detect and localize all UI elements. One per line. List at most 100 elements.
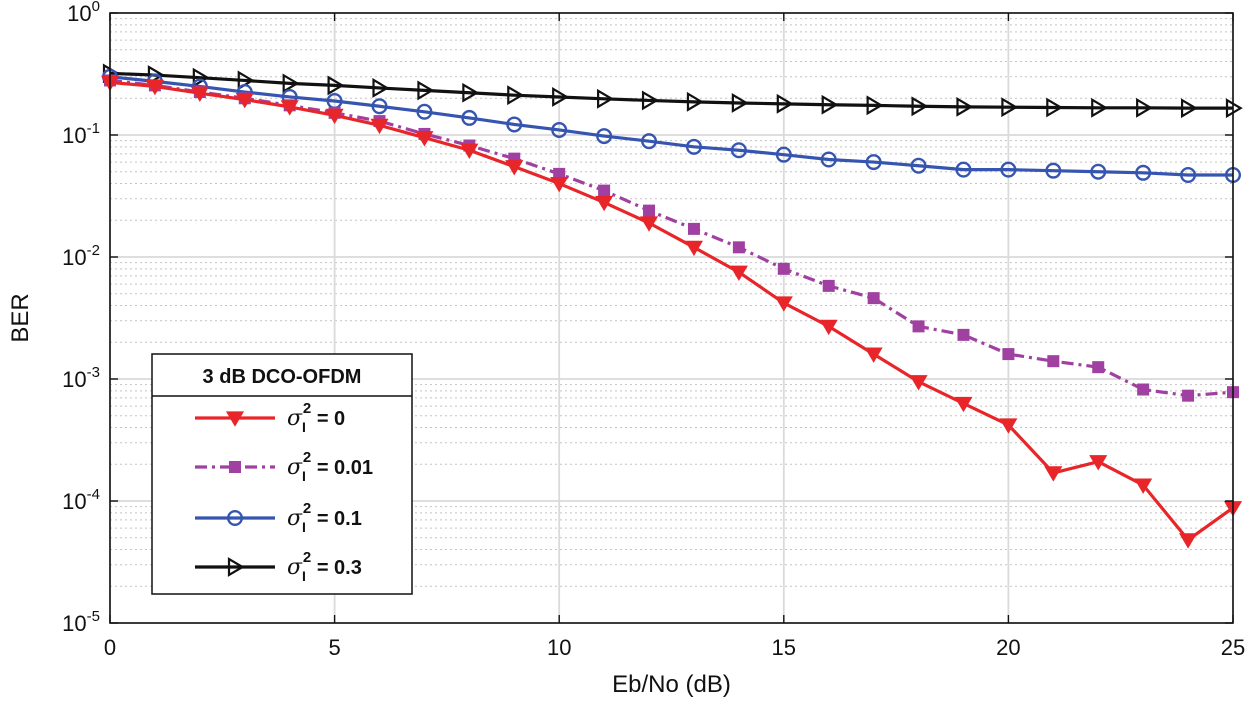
data-point-marker	[775, 146, 792, 163]
legend-label: σI2 = 0.1	[287, 500, 362, 535]
data-point-marker	[641, 90, 659, 111]
data-point-marker	[864, 347, 883, 363]
data-point-marker	[372, 78, 390, 98]
data-point-marker	[686, 91, 704, 112]
data-point-marker	[912, 320, 925, 333]
data-point-marker	[639, 216, 659, 232]
y-axis-title: BER	[7, 293, 34, 342]
data-point-marker	[325, 108, 344, 125]
legend-label: σI2 = 0.01	[287, 449, 373, 484]
data-point-marker	[416, 103, 433, 120]
data-point-marker	[1091, 97, 1109, 118]
data-point-marker	[643, 204, 656, 217]
legend-entry: σI2 = 0.1	[195, 500, 362, 535]
data-point-marker	[1044, 466, 1063, 482]
x-axis-title: Eb/No (dB)	[612, 671, 731, 698]
data-point-marker	[910, 157, 927, 174]
data-point-marker	[227, 557, 245, 577]
data-point-marker	[1180, 167, 1197, 184]
data-point-marker	[597, 88, 614, 109]
data-point-marker	[327, 75, 345, 96]
data-point-marker	[911, 96, 929, 117]
data-point-marker	[1135, 164, 1152, 181]
series-line	[109, 78, 1234, 398]
data-point-marker	[955, 161, 972, 178]
data-point-marker	[596, 128, 613, 145]
y-tick-label: 10-4	[62, 486, 100, 514]
data-point-marker	[1001, 97, 1019, 118]
data-point-marker	[687, 222, 700, 235]
x-tick-label: 0	[104, 635, 116, 660]
legend-label: σI2 = 0	[287, 400, 345, 435]
data-point-marker	[684, 240, 704, 257]
data-point-marker	[1046, 97, 1064, 118]
data-point-marker	[1045, 162, 1062, 179]
series-line	[109, 80, 1234, 542]
data-point-marker	[192, 67, 210, 88]
data-point-marker	[1180, 98, 1198, 119]
x-tick-label: 5	[328, 635, 340, 660]
data-point-marker	[460, 143, 479, 160]
data-point-marker	[190, 86, 209, 103]
y-tick-label: 100	[67, 0, 100, 26]
data-point-marker	[550, 176, 569, 193]
y-tick-label: 10-5	[62, 608, 100, 636]
data-point-marker	[822, 279, 835, 292]
data-point-marker	[909, 375, 928, 391]
plot-frame	[109, 12, 1234, 624]
data-point-marker	[820, 151, 837, 168]
data-point-marker	[505, 160, 524, 176]
data-point-marker	[1182, 389, 1195, 402]
data-point-marker	[229, 461, 241, 473]
data-point-marker	[417, 80, 435, 101]
data-point-marker	[461, 109, 478, 126]
data-point-marker	[282, 73, 300, 94]
data-point-marker	[1136, 97, 1153, 118]
y-tick-label: 10-3	[62, 364, 100, 392]
y-tick-label: 10-2	[62, 242, 100, 270]
data-point-marker	[1092, 361, 1105, 374]
data-point-marker	[954, 396, 973, 413]
data-point-marker	[507, 85, 525, 106]
data-point-marker	[774, 296, 793, 312]
data-point-marker	[1134, 478, 1153, 494]
data-point-marker	[732, 241, 745, 254]
data-point-marker	[865, 154, 882, 171]
data-point-marker	[956, 96, 974, 117]
data-point-marker	[1002, 348, 1015, 361]
y-tick-label: 10-1	[62, 120, 100, 148]
series-group	[104, 74, 1239, 402]
data-point-marker	[462, 82, 480, 103]
data-point-marker	[506, 116, 523, 133]
series-layer	[100, 63, 1243, 549]
data-point-marker	[415, 131, 434, 147]
legend-entries: σI2 = 0 σI2 = 0.01 σI2 = 0.1 σI2 = 0.3	[195, 400, 373, 584]
data-point-marker	[552, 87, 569, 107]
data-point-marker	[235, 93, 254, 109]
data-point-marker	[776, 93, 794, 114]
legend: 3 dB DCO-OFDM σI2 = 0 σI2 = 0.01 σI2 = 0.1…	[151, 353, 413, 595]
data-point-marker	[731, 93, 749, 113]
legend-entry: σI2 = 0.3	[195, 549, 362, 584]
data-point-marker	[641, 133, 658, 150]
legend-entry: σI2 = 0.01	[195, 449, 373, 484]
legend-entry: σI2 = 0	[195, 400, 345, 435]
data-point-marker	[1225, 98, 1243, 119]
data-point-marker	[370, 118, 389, 135]
x-tick-label: 15	[772, 635, 796, 660]
data-point-marker	[1090, 163, 1107, 180]
data-point-marker	[595, 195, 614, 212]
data-point-marker	[729, 265, 748, 282]
data-point-marker	[1000, 161, 1017, 178]
data-point-marker	[1089, 455, 1108, 471]
data-point-marker	[867, 292, 880, 305]
data-point-marker	[866, 95, 884, 116]
data-point-marker	[777, 262, 790, 275]
data-point-marker	[225, 411, 245, 427]
data-point-marker	[145, 79, 164, 96]
axes: 0 5 10 15 20 25 100 10-1 10-2 10-3 10-4 10-5	[62, 0, 1245, 660]
data-point-marker	[999, 418, 1018, 434]
legend-title: 3 dB DCO-OFDM	[203, 366, 362, 388]
data-point-marker	[730, 142, 747, 159]
data-point-marker	[821, 94, 839, 115]
